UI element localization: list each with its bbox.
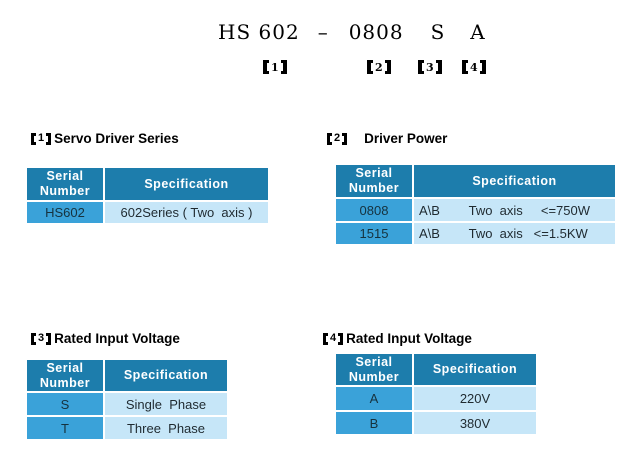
right-bracket-icon [46,132,52,145]
model-dash: – [317,20,329,44]
left-bracket-icon [327,132,332,145]
left-bracket-icon [418,60,424,74]
specification-header-cell: Specification [414,354,536,385]
serial-cell: 1515 [336,223,412,244]
table-rated-input-voltage-phase: Serial Number Specification S Single Pha… [27,360,227,439]
marker-number: 4 [470,60,478,74]
serial-cell: A [336,387,412,410]
heading-marker-4: 4 [323,332,344,345]
table-rated-input-voltage: Serial Number Specification A 220V B 380… [336,354,536,434]
section-1-title: Servo Driver Series [54,131,179,146]
marker-number: 1 [38,132,45,144]
section-2-heading: 2 Driver Power [327,131,447,146]
right-bracket-icon [479,60,486,74]
right-bracket-icon [280,60,287,74]
right-bracket-icon [384,60,391,74]
section-3-title: Rated Input Voltage [54,331,180,346]
right-bracket-icon [342,132,348,145]
spec-cell: A\B Two axis <=750W [414,199,615,221]
right-bracket-icon [338,332,344,345]
left-bracket-icon [31,332,36,345]
section-1-heading: 1 Servo Driver Series [31,131,179,146]
spec-cell: 380V [414,412,536,434]
code-marker-1: 1 [263,60,287,74]
left-bracket-icon [367,60,373,74]
marker-number: 3 [38,332,45,344]
serial-cell: T [27,417,103,439]
serial-cell: HS602 [27,202,103,223]
code-marker-2: 2 [367,60,391,74]
marker-number: 2 [375,60,383,74]
specification-header-cell: Specification [105,360,227,391]
table-driver-power: Serial Number Specification 0808 A\B Two… [336,165,615,244]
heading-marker-1: 1 [31,132,52,145]
spec-cell: 220V [414,387,536,410]
left-bracket-icon [31,132,36,145]
specification-header-cell: Specification [414,165,615,197]
section-2-title: Driver Power [364,131,448,146]
right-bracket-icon [435,60,442,74]
marker-number: 1 [271,60,279,74]
spec-cell: 602Series ( Two axis ) [105,202,268,223]
model-code: HS 602 – 0808 S A [218,20,486,44]
specification-header-cell: Specification [105,168,268,200]
serial-number-header-cell: Serial Number [336,165,412,197]
heading-marker-2: 2 [327,132,348,145]
model-phase: S [430,20,446,44]
section-4-title: Rated Input Voltage [346,331,472,346]
serial-number-header-cell: Serial Number [27,360,103,391]
right-bracket-icon [46,332,52,345]
serial-number-header-cell: Serial Number [336,354,412,385]
model-voltage: A [470,20,486,44]
section-4-heading: 4 Rated Input Voltage [323,331,472,346]
serial-number-header-cell: Serial Number [27,168,103,200]
model-power: 0808 [348,20,404,44]
spec-cell: Single Phase [105,393,227,415]
spec-cell: A\B Two axis <=1.5KW [414,223,615,244]
marker-number: 4 [330,332,337,344]
left-bracket-icon [263,60,269,74]
heading-marker-3: 3 [31,332,52,345]
code-marker-4: 4 [462,60,486,74]
code-marker-3: 3 [418,60,442,74]
serial-cell: B [336,412,412,434]
marker-number: 3 [426,60,434,74]
serial-cell: S [27,393,103,415]
section-3-heading: 3 Rated Input Voltage [31,331,180,346]
marker-number: 2 [334,132,341,144]
left-bracket-icon [323,332,328,345]
spec-cell: Three Phase [105,417,227,439]
left-bracket-icon [462,60,468,74]
table-servo-driver-series: Serial Number Specification HS602 602Ser… [27,168,268,223]
serial-cell: 0808 [336,199,412,221]
model-series: HS 602 [218,20,300,44]
